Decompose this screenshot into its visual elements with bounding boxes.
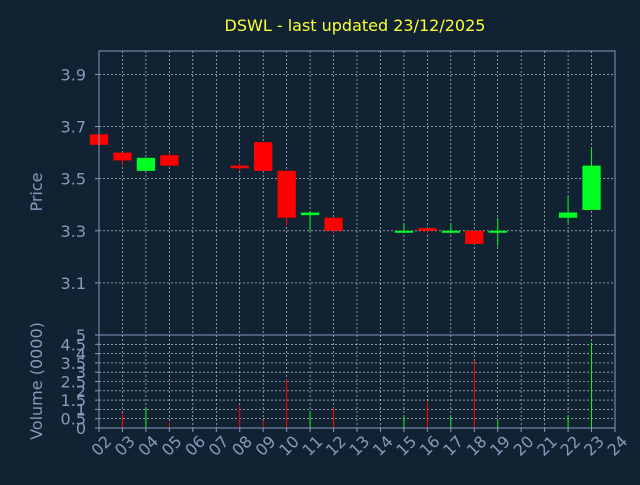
volume-tick-label: 4.5 <box>61 335 86 354</box>
candle-body <box>136 157 156 171</box>
candle-body <box>160 155 179 166</box>
volume-tick-label: 4 <box>76 345 86 364</box>
volume-tick-label: 3.5 <box>61 354 86 373</box>
candle-body <box>582 165 601 210</box>
volume-tick-label: 0.5 <box>61 410 86 429</box>
candle-body <box>113 152 132 161</box>
candle-body <box>230 165 249 169</box>
price-tick-label: 3.1 <box>61 274 86 293</box>
price-tick-label: 3.5 <box>61 170 86 189</box>
price-tick-label: 3.7 <box>61 118 86 137</box>
volume-tick-label: 1 <box>76 400 86 419</box>
volume-axis-label: Volume (0000) <box>27 322 46 440</box>
price-axis-label: Price <box>27 172 46 211</box>
candle-body <box>254 142 273 171</box>
candle-body <box>277 170 296 218</box>
candle-body <box>300 212 320 216</box>
volume-tick-label: 0 <box>76 419 86 438</box>
price-tick-labels: 3.1 3.3 3.5 3.7 3.9 <box>61 65 99 293</box>
chart-title: DSWL - last updated 23/12/2025 <box>225 16 486 35</box>
candle-body <box>418 228 437 231</box>
volume-tick-label: 2.5 <box>61 373 86 392</box>
candle-body <box>558 212 578 218</box>
price-tick-label: 3.9 <box>61 65 86 84</box>
volume-tick-labels: 00.511.522.533.544.55 <box>61 326 99 438</box>
candle-body <box>441 230 460 233</box>
volume-tick-label: 1.5 <box>61 391 86 410</box>
candle-body <box>394 230 414 233</box>
candle-body <box>488 230 507 233</box>
candle-body <box>465 230 484 244</box>
volume-bars <box>98 342 593 428</box>
volume-tick-label: 3 <box>76 363 86 382</box>
price-tick-label: 3.3 <box>61 222 86 241</box>
volume-tick-label: 5 <box>76 326 86 345</box>
volume-tick-label: 2 <box>76 382 86 401</box>
x-axis-label: Day <box>333 457 363 475</box>
candle-body <box>324 217 343 231</box>
